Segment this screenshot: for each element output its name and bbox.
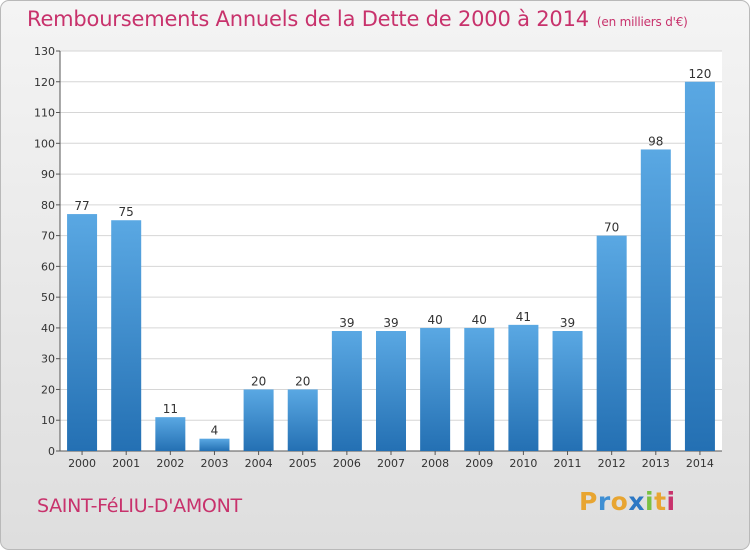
bar-value-label: 20 <box>251 374 266 388</box>
y-tick-label: 50 <box>41 291 55 304</box>
bar <box>287 389 318 451</box>
x-tick-label: 2002 <box>156 457 184 470</box>
x-tick-label: 2004 <box>245 457 273 470</box>
bar <box>552 331 583 451</box>
bar <box>464 327 495 451</box>
bar <box>111 220 142 451</box>
y-tick-label: 90 <box>41 168 55 181</box>
bar <box>243 389 274 451</box>
bar-value-label: 39 <box>383 316 398 330</box>
x-tick-label: 2000 <box>68 457 96 470</box>
bar-value-label: 70 <box>604 221 619 235</box>
logo-letter: P <box>579 487 598 516</box>
unit-label: (en milliers d'€) <box>596 15 688 29</box>
y-tick-label: 80 <box>41 199 55 212</box>
x-tick-label: 2014 <box>686 457 714 470</box>
logo-letter: o <box>610 487 629 516</box>
y-tick-label: 20 <box>41 383 55 396</box>
x-tick-label: 2013 <box>642 457 670 470</box>
bar <box>684 81 715 452</box>
bar <box>199 438 230 451</box>
bar-value-label: 20 <box>295 374 310 388</box>
x-tick-label: 2005 <box>289 457 317 470</box>
logo-letter: r <box>597 487 611 516</box>
x-tick-label: 2009 <box>465 457 493 470</box>
y-tick-label: 30 <box>41 353 55 366</box>
logo-letter: t <box>654 487 667 516</box>
x-tick-label: 2010 <box>509 457 537 470</box>
y-tick-label: 40 <box>41 322 55 335</box>
proxiti-logo: Proxiti <box>579 487 676 516</box>
bar-value-label: 120 <box>688 67 711 81</box>
y-tick-label: 100 <box>34 137 55 150</box>
x-tick-label: 2006 <box>333 457 361 470</box>
bar <box>331 331 362 451</box>
bar <box>67 214 98 451</box>
bar-value-label: 98 <box>648 134 663 148</box>
bar <box>420 327 451 451</box>
y-tick-label: 10 <box>41 414 55 427</box>
bar-value-label: 40 <box>427 313 442 327</box>
logo-letter: x <box>628 487 645 516</box>
logo-letter: i <box>645 487 655 516</box>
y-tick-label: 110 <box>34 107 55 120</box>
bar-value-label: 39 <box>339 316 354 330</box>
bar-value-label: 75 <box>119 205 134 219</box>
bar-value-label: 40 <box>472 313 487 327</box>
bar-value-label: 4 <box>211 424 219 438</box>
y-tick-label: 120 <box>34 76 55 89</box>
x-tick-label: 2011 <box>554 457 582 470</box>
x-tick-label: 2001 <box>112 457 140 470</box>
bar-value-label: 77 <box>74 199 89 213</box>
bar <box>376 331 406 451</box>
x-tick-label: 2007 <box>377 457 405 470</box>
bar <box>596 235 627 451</box>
bar-value-label: 39 <box>560 316 575 330</box>
y-tick-label: 70 <box>41 230 55 243</box>
y-tick-label: 130 <box>34 45 55 58</box>
x-tick-label: 2003 <box>200 457 228 470</box>
location-name: SAINT-FéLIU-D'AMONT <box>37 495 242 517</box>
bar <box>508 324 539 451</box>
bar <box>155 417 186 451</box>
y-tick-label: 60 <box>41 260 55 273</box>
bar-value-label: 11 <box>163 402 178 416</box>
logo-letter: i <box>666 487 676 516</box>
chart-title: Remboursements Annuels de la Dette de 20… <box>27 7 688 31</box>
bar <box>640 149 671 451</box>
x-tick-label: 2008 <box>421 457 449 470</box>
bar-value-label: 41 <box>516 310 531 324</box>
x-tick-label: 2012 <box>598 457 626 470</box>
y-tick-label: 0 <box>48 445 55 458</box>
